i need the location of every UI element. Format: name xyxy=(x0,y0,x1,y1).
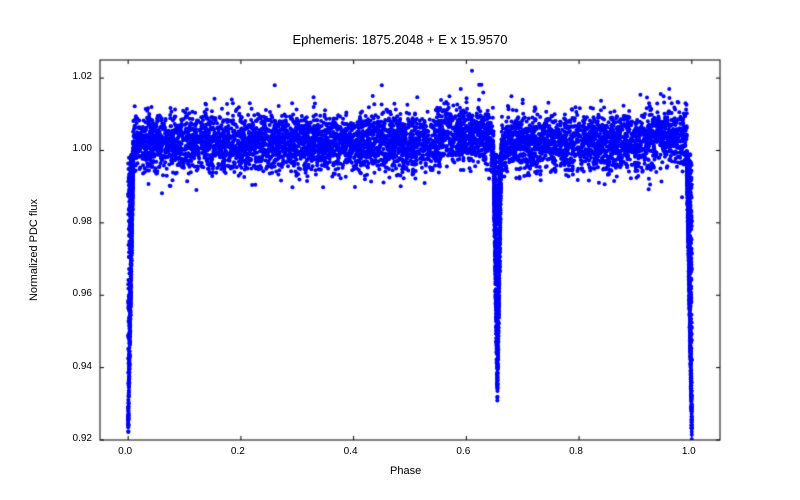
x-tick-label: 1.0 xyxy=(682,446,696,457)
y-tick-label: 1.02 xyxy=(73,71,92,82)
y-tick-label: 0.98 xyxy=(73,216,92,227)
x-tick-label: 0.8 xyxy=(569,446,583,457)
x-tick-label: 0.0 xyxy=(118,446,132,457)
y-tick-label: 0.94 xyxy=(73,361,92,372)
x-axis-label: Phase xyxy=(390,465,421,477)
chart-container: Ephemeris: 1875.2048 + E x 15.9570 Phase… xyxy=(0,0,800,500)
y-tick-label: 0.92 xyxy=(73,433,92,444)
x-tick-label: 0.4 xyxy=(344,446,358,457)
lightcurve-scatter xyxy=(0,0,800,500)
x-tick-label: 0.2 xyxy=(231,446,245,457)
y-tick-label: 1.00 xyxy=(73,143,92,154)
y-tick-label: 0.96 xyxy=(73,288,92,299)
y-axis-label: Normalized PDC flux xyxy=(28,60,40,440)
chart-title: Ephemeris: 1875.2048 + E x 15.9570 xyxy=(0,32,800,47)
x-tick-label: 0.6 xyxy=(456,446,470,457)
